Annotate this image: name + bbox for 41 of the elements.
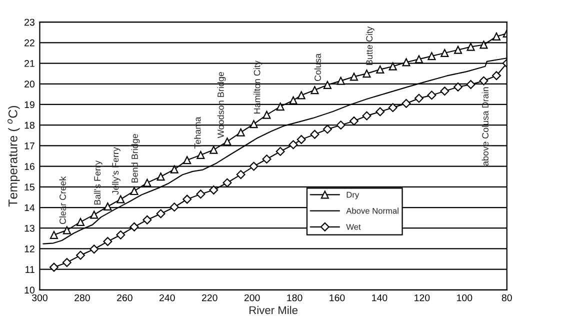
x-tick-label: 260 (117, 294, 132, 302)
x-tick-label: 80 (502, 294, 512, 302)
annotation: Clear Creek (59, 176, 66, 224)
y-tick-label: 14 (24, 204, 35, 212)
y-tick-label: 20 (24, 80, 35, 88)
annotation: Woodson Bridge (217, 72, 226, 138)
annotation: above Colusa Drain (482, 87, 488, 166)
y-tick-label: 13 (24, 224, 34, 232)
annotation: Colusa (314, 53, 321, 82)
y-tick-label: 12 (24, 245, 34, 252)
legend-label: Wet (346, 224, 361, 230)
y-tick-label: 22 (24, 39, 34, 46)
x-tick-label: 220 (202, 294, 218, 302)
annotation: Bend Bridge (131, 134, 140, 183)
y-tick-label: 19 (24, 101, 34, 108)
legend-label: Above Normal (346, 208, 398, 214)
x-tick-label: 240 (160, 294, 175, 302)
x-tick-label: 200 (244, 294, 260, 302)
x-tick-label: 300 (32, 294, 48, 302)
x-tick-label: 140 (372, 294, 388, 302)
y-tick-label: 10 (24, 286, 35, 294)
y-tick-label: 16 (24, 163, 34, 170)
legend-label: Dry (346, 192, 360, 200)
x-tick-label: 280 (74, 294, 90, 302)
y-tick-label: 18 (24, 122, 34, 129)
annotation: Ball's Ferry (94, 160, 102, 205)
y-tick-label: 11 (26, 266, 34, 273)
annotation: Jelly's Ferry (112, 146, 120, 195)
x-tick-label: 180 (287, 294, 302, 302)
y-tick-label: 23 (24, 18, 34, 26)
annotation: Hamilton City (254, 60, 262, 114)
y-tick-label: 15 (24, 184, 34, 191)
y-tick-label: 21 (24, 60, 34, 67)
x-tick-label: 120 (414, 294, 430, 302)
y-axis-title: Temperature ( $^{o}$C) (8, 106, 20, 207)
annotation: Tehama (194, 116, 201, 149)
annotation: Butte City (366, 26, 374, 65)
y-tick-label: 17 (24, 142, 34, 150)
x-tick-label: 160 (330, 294, 345, 302)
x-axis-title: River Mile (250, 306, 298, 314)
x-tick-label: 100 (457, 294, 472, 302)
